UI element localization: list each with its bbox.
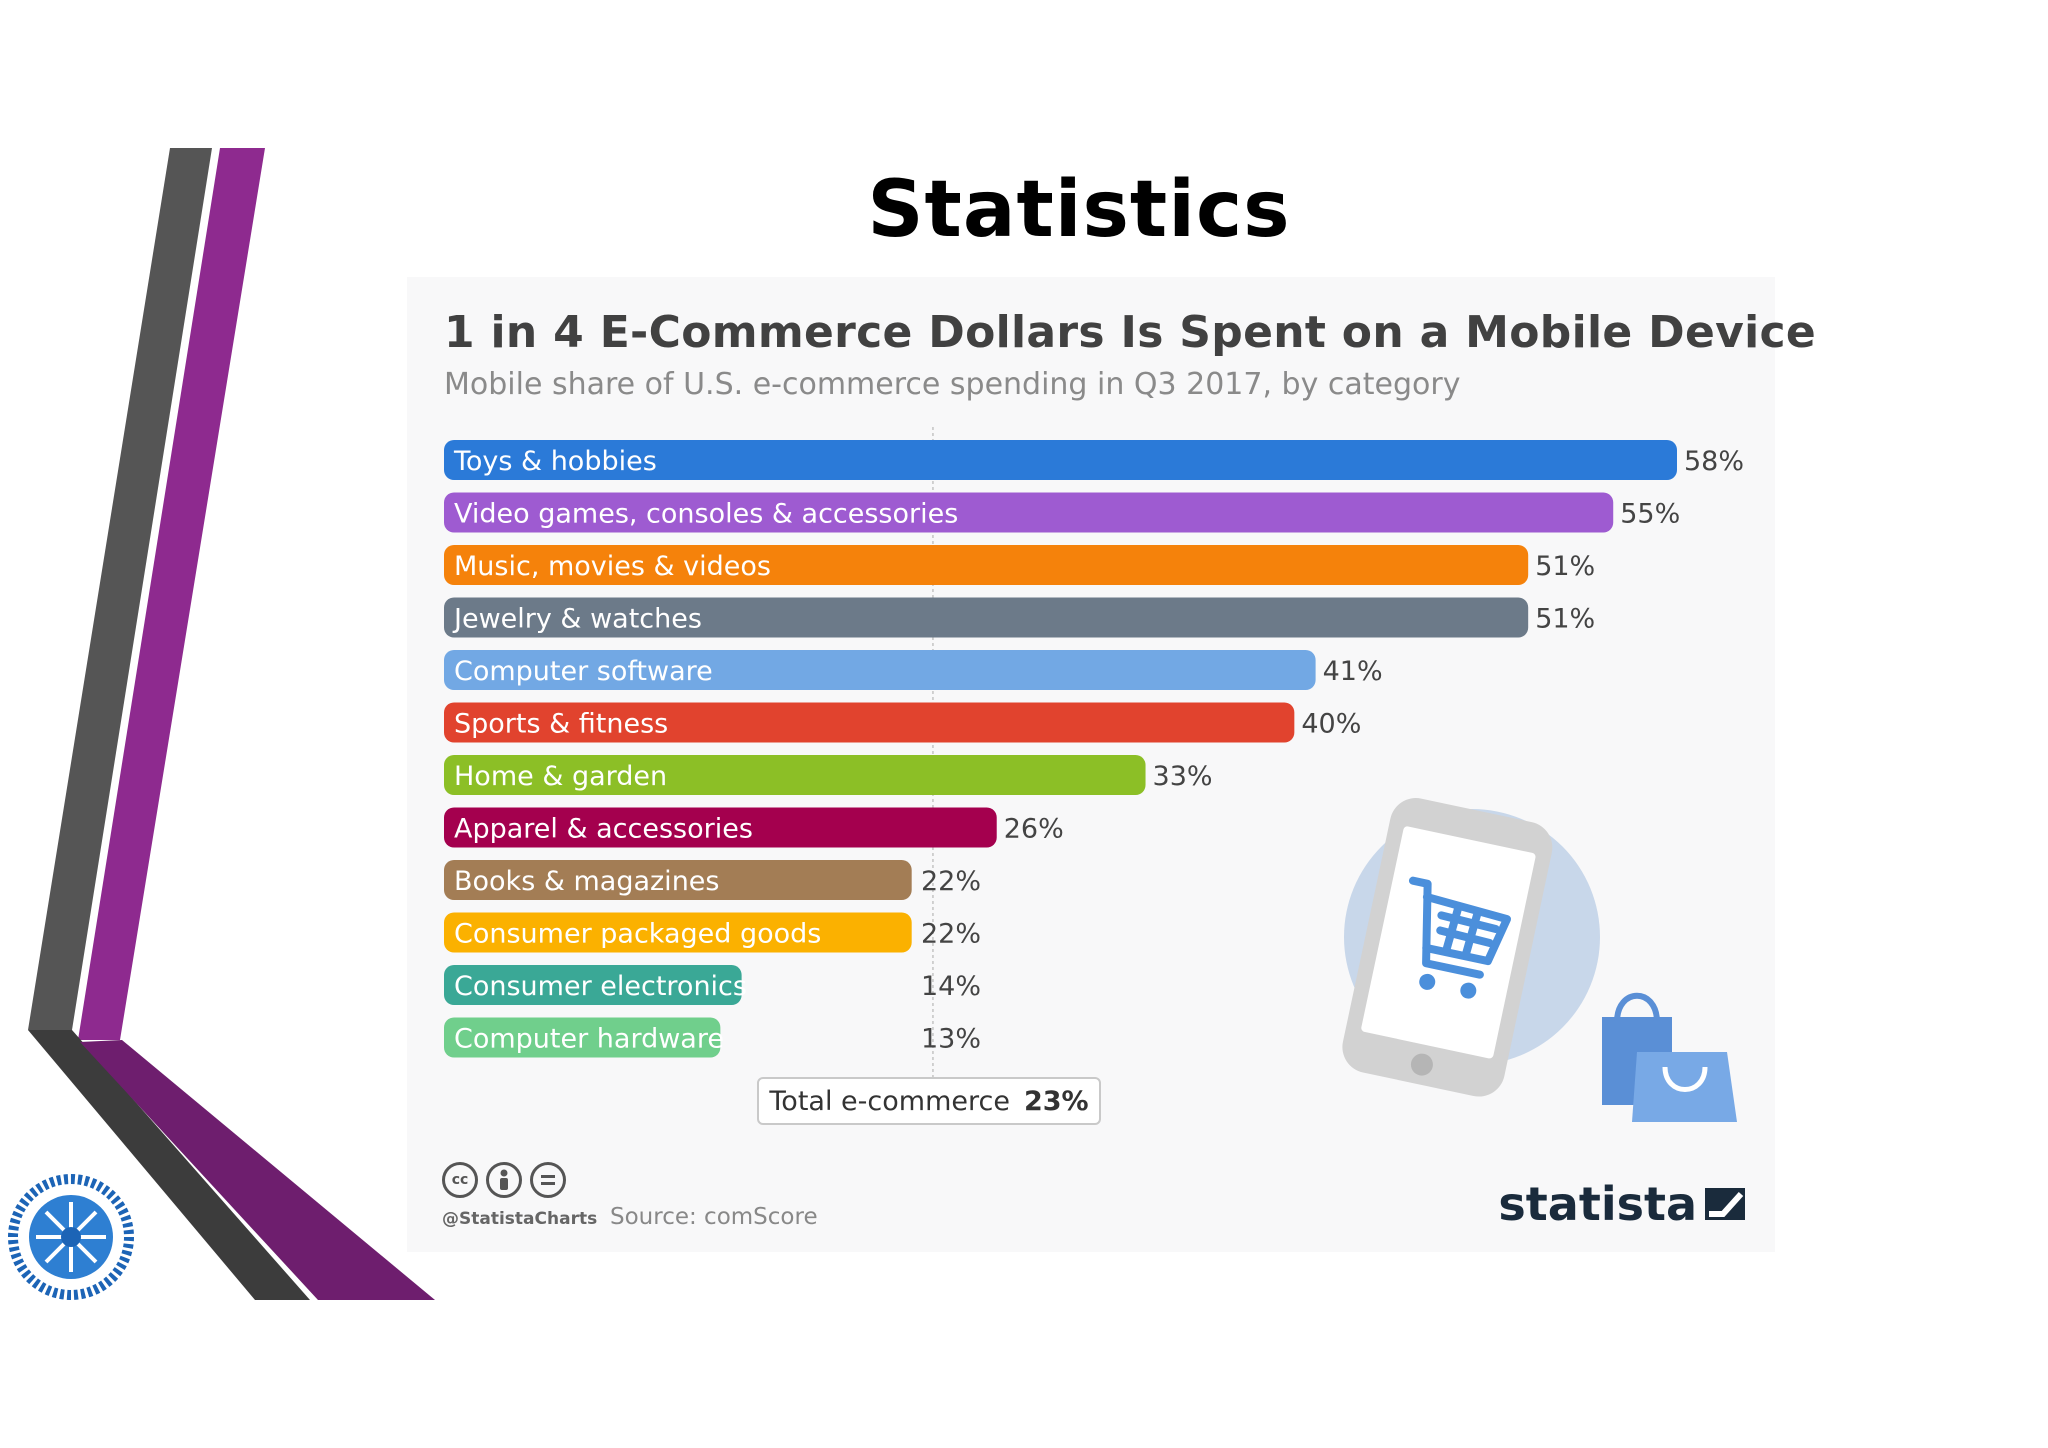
bar-category-label: Sports & fitness [454,709,668,740]
bar-category-label: Apparel & accessories [454,814,753,845]
bar-value-label: 41% [1323,656,1383,687]
bar-category-label: Music, movies & videos [454,551,771,582]
phone-cart-icon [1342,798,1600,1097]
bar-group: Consumer electronics 14% [444,965,981,1005]
bar-group: Books & magazines 22% [444,860,981,900]
bar-value-label: 14% [921,971,981,1002]
bar-value-label: 22% [921,919,981,950]
gray-stripe [28,148,212,1030]
total-ecommerce-box: Total e-commerce 23% [757,1077,1101,1125]
no-derivatives-icon [530,1162,566,1198]
bar [444,965,742,1005]
purple-lower-stripe [80,1040,435,1300]
slide-title: Statistics [867,165,1291,255]
bar-category-label: Books & magazines [454,866,719,897]
cc-license-icon: cc [442,1162,566,1198]
bar-value-label: 51% [1535,604,1595,635]
bar-category-label: Video games, consoles & accessories [454,499,958,530]
chart-card: 1 in 4 E-Commerce Dollars Is Spent on a … [407,277,1816,1252]
bar-group: Computer software 41% [444,650,1383,690]
dark-lower-stripe [28,1030,310,1300]
bar-category-label: Consumer packaged goods [454,919,821,950]
attribution-icon [486,1162,522,1198]
bar-category-label: Jewelry & watches [452,604,702,635]
bar [444,492,1614,533]
purple-stripe [78,148,265,1040]
bar [444,702,1295,743]
bar [444,440,1677,480]
total-value: 23% [1023,1085,1089,1117]
bar [444,755,1146,795]
bar [444,1017,721,1058]
bar-value-label: 13% [921,1024,981,1055]
bar [444,650,1316,690]
statista-handle: @StatistaCharts [442,1209,598,1229]
total-label: Total e-commerce [769,1085,1010,1117]
bar-group: Consumer packaged goods 22% [444,912,981,953]
statista-brand: statista [1498,1177,1745,1231]
bar-category-label: Toys & hobbies [453,446,657,477]
bar-value-label: 33% [1153,761,1213,792]
bar-group: Toys & hobbies 58% [444,440,1744,480]
bar-value-label: 22% [921,866,981,897]
bar-category-label: Computer software [454,656,713,687]
bar-group: Video games, consoles & accessories 55% [444,492,1680,533]
bar-category-label: Consumer electronics [454,971,747,1002]
bar [444,807,997,848]
bar-group: Sports & fitness 40% [444,702,1361,743]
bar-group: Music, movies & videos 51% [444,545,1595,585]
chart-title: 1 in 4 E-Commerce Dollars Is Spent on a … [444,307,1816,358]
source-note: Source: comScore [610,1204,818,1230]
chart-subtitle: Mobile share of U.S. e-commerce spending… [444,367,1461,402]
statista-logo-icon [1705,1188,1745,1220]
bar-value-label: 55% [1620,499,1680,530]
bar-value-label: 26% [1004,814,1064,845]
bar-value-label: 51% [1535,551,1595,582]
bar-group: Apparel & accessories 26% [444,807,1064,848]
bar-category-label: Computer hardware [454,1024,724,1055]
bar-category-label: Home & garden [454,761,667,792]
bar-group: Computer hardware 13% [444,1017,981,1058]
bar-group: Home & garden 33% [444,755,1213,795]
bar [444,860,912,900]
bar [444,545,1529,585]
bar-group: Jewelry & watches 51% [444,597,1595,638]
bar-value-label: 58% [1684,446,1744,477]
bar-value-label: 40% [1301,709,1361,740]
bar-chart: Toys & hobbies 58%Video games, consoles &… [444,427,1744,1122]
bar [444,597,1529,638]
statista-wordmark: statista [1498,1177,1697,1231]
bar [444,912,912,953]
chamber-emblem-icon [8,1174,134,1300]
cc-icon: cc [442,1162,478,1198]
shopping-bags-icon [1602,992,1737,1122]
